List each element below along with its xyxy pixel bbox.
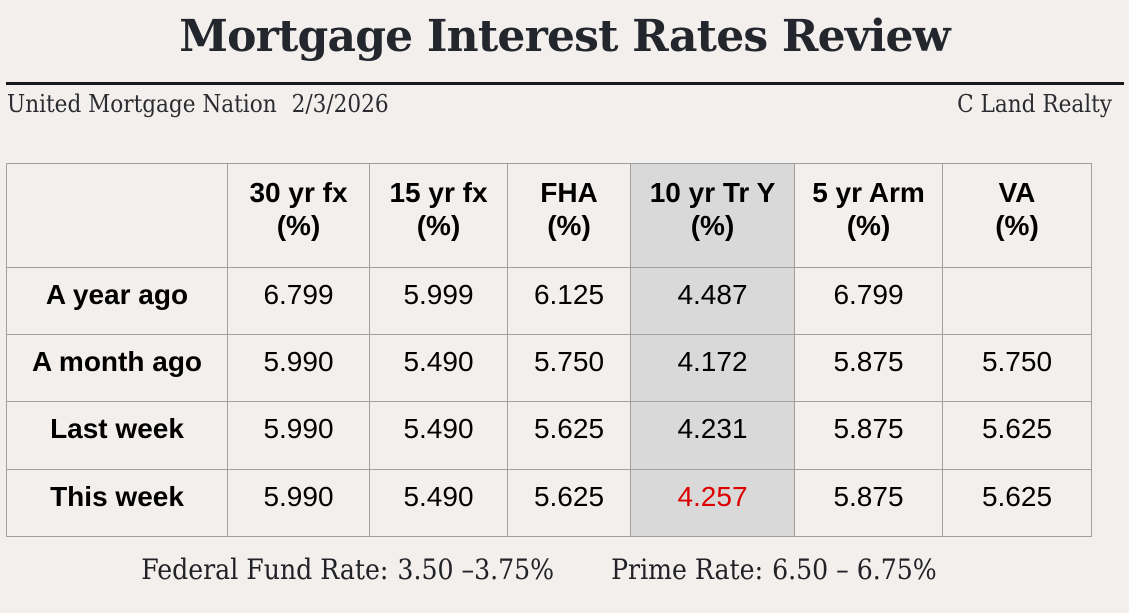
- rate-cell: 5.990: [227, 334, 370, 402]
- column-label: 30 yr fx: [249, 177, 348, 208]
- rate-cell: 4.231: [630, 401, 795, 470]
- column-unit: (%): [846, 210, 891, 241]
- table-row-a-year-ago: A year ago 6.799 5.999 6.125 4.487 6.799: [6, 267, 1092, 335]
- byline-date: 2/3/2026: [291, 90, 389, 118]
- rate-cell: 5.875: [794, 334, 943, 402]
- federal-fund-rate-value: 3.50 –3.75%: [397, 553, 555, 586]
- title-divider-rule: [6, 82, 1124, 85]
- federal-fund-rate-label: Federal Fund Rate:: [141, 553, 389, 586]
- table-row-this-week: This week 5.990 5.490 5.625 4.257 5.875 …: [6, 469, 1092, 537]
- byline: United Mortgage Nation 2/3/2026 C Land R…: [7, 90, 1112, 118]
- rate-cell: 5.490: [369, 469, 508, 537]
- header-cell-30yr: 30 yr fx (%): [227, 163, 370, 268]
- rate-cell: 5.625: [942, 469, 1092, 537]
- column-unit: (%): [416, 210, 461, 241]
- row-label: A month ago: [6, 334, 228, 402]
- header-cell-fha: FHA (%): [507, 163, 631, 268]
- rate-cell: 5.999: [369, 267, 508, 335]
- rates-table: 30 yr fx (%) 15 yr fx (%) FHA (%) 10 yr …: [6, 163, 1092, 537]
- rate-cell: 5.990: [227, 401, 370, 470]
- page-title: Mortgage Interest Rates Review: [179, 11, 950, 62]
- rate-cell: 5.750: [942, 334, 1092, 402]
- row-label: A year ago: [6, 267, 228, 335]
- prime-rate: Prime Rate: 6.50 – 6.75%: [611, 553, 937, 586]
- column-unit: (%): [995, 210, 1039, 241]
- row-label: This week: [6, 469, 228, 537]
- table-row-a-month-ago: A month ago 5.990 5.490 5.750 4.172 5.87…: [6, 334, 1092, 402]
- footer-rates-note: Federal Fund Rate: 3.50 –3.75% Prime Rate…: [0, 554, 1078, 586]
- rate-cell: 5.990: [227, 469, 370, 537]
- header-cell-10yr-treasury: 10 yr Tr Y (%): [630, 163, 795, 268]
- rate-cell: 5.750: [507, 334, 631, 402]
- rate-cell: 6.799: [227, 267, 370, 335]
- prime-rate-label: Prime Rate:: [611, 553, 764, 586]
- byline-left: United Mortgage Nation 2/3/2026: [7, 90, 389, 118]
- federal-fund-rate: Federal Fund Rate: 3.50 –3.75%: [141, 553, 562, 586]
- rate-cell: 5.625: [507, 469, 631, 537]
- prime-rate-value: 6.50 – 6.75%: [772, 553, 937, 586]
- rate-cell-empty: [942, 267, 1092, 335]
- row-label: Last week: [6, 401, 228, 470]
- rate-cell: 4.172: [630, 334, 795, 402]
- rate-cell: 5.625: [507, 401, 631, 470]
- byline-company: C Land Realty: [957, 90, 1112, 118]
- rate-cell: 5.875: [794, 401, 943, 470]
- rate-cell: 6.125: [507, 267, 631, 335]
- rate-cell-highlighted-red: 4.257: [630, 469, 795, 537]
- rate-cell: 5.490: [369, 334, 508, 402]
- rate-cell: 5.875: [794, 469, 943, 537]
- column-label: 5 yr Arm: [812, 177, 925, 208]
- table-header-row: 30 yr fx (%) 15 yr fx (%) FHA (%) 10 yr …: [6, 163, 1092, 268]
- header-cell-5yr-arm: 5 yr Arm (%): [794, 163, 943, 268]
- rate-cell: 4.487: [630, 267, 795, 335]
- column-unit: (%): [690, 210, 735, 241]
- column-unit: (%): [547, 210, 591, 241]
- header-cell-empty: [6, 163, 228, 268]
- column-label: 10 yr Tr Y: [649, 177, 776, 208]
- header-cell-va: VA (%): [942, 163, 1092, 268]
- rate-cell: 6.799: [794, 267, 943, 335]
- column-label: FHA: [540, 177, 598, 208]
- column-label: 15 yr fx: [389, 177, 488, 208]
- column-label: VA: [998, 177, 1036, 208]
- table-row-last-week: Last week 5.990 5.490 5.625 4.231 5.875 …: [6, 401, 1092, 470]
- rate-cell: 5.490: [369, 401, 508, 470]
- header-cell-15yr: 15 yr fx (%): [369, 163, 508, 268]
- byline-organization: United Mortgage Nation: [7, 90, 277, 118]
- column-unit: (%): [276, 210, 321, 241]
- rate-cell: 5.625: [942, 401, 1092, 470]
